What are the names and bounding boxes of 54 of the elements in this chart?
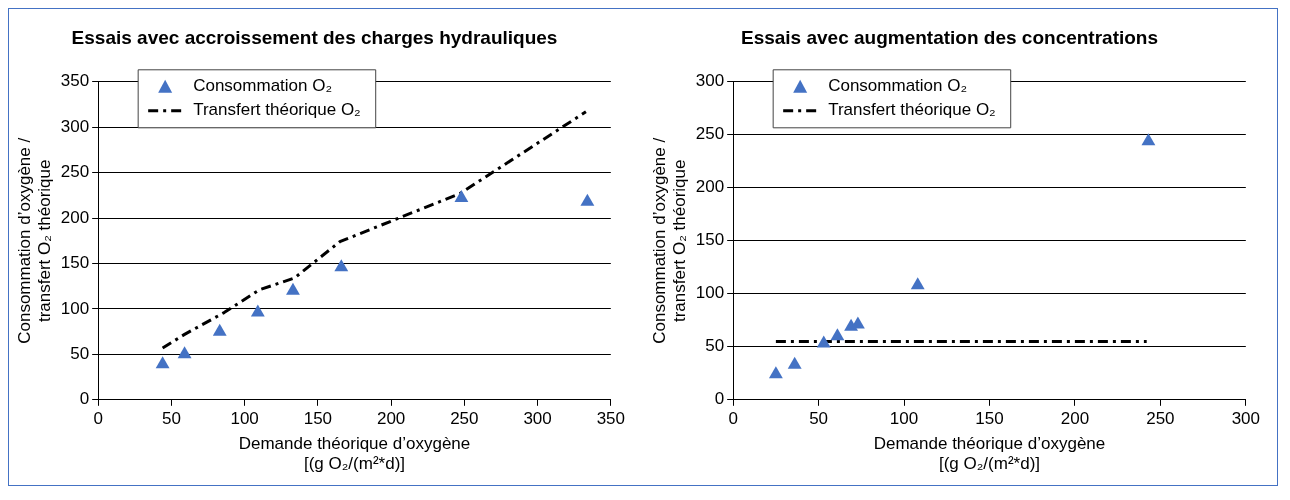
x-tick-label: 50 [161,408,181,428]
point [155,356,170,369]
x-tick-label: 50 [809,408,829,428]
y-tick-label: 0 [714,389,725,409]
point [768,366,783,379]
legend-label: Consommation O₂ [828,76,968,96]
y-tick-label: 250 [695,124,725,144]
point [250,304,265,317]
x-tick-label: 300 [1231,408,1261,428]
y-tick-label: 150 [60,253,90,273]
y-tick-label: 300 [695,71,725,91]
y-axis-title: Consommation d’oxygène / transfert O₂ théorique [649,137,690,344]
y-tick-label: 100 [60,298,90,318]
legend-label: Consommation O₂ [193,76,333,96]
point [910,277,925,290]
y-tick-label: 350 [60,71,90,91]
chart-title: Essais avec accroissement des charges hydrauliques [71,26,558,48]
y-tick-label: 200 [60,207,90,227]
x-tick-label: 100 [230,408,259,428]
x-tick-label: 200 [376,408,406,428]
x-tick-label: 100 [889,408,919,428]
y-tick-label: 50 [705,336,725,356]
x-tick-label: 200 [1060,408,1090,428]
x-tick-label: 350 [596,408,626,428]
point [212,323,227,336]
point [1141,133,1156,146]
x-tick-label: 250 [1146,408,1175,428]
x-tick-label: 0 [728,408,738,428]
x-axis-title: Demande théorique d’oxygène [(g O₂/(m²*d)] [873,434,1106,474]
x-tick-label: 0 [93,408,103,428]
legend-label: Transfert théorique O₂ [193,100,361,120]
point [580,193,595,206]
y-tick-label: 200 [695,177,725,197]
point [830,328,845,341]
x-tick-label: 150 [975,408,1004,428]
y-tick-label: 300 [60,116,90,136]
x-axis-title: Demande théorique d’oxygène [(g O₂/(m²*d)] [238,434,471,474]
y-axis-title: Consommation d’oxygène / transfert O₂ théorique [14,137,55,344]
point [177,346,192,359]
y-tick-label: 0 [79,389,90,409]
y-tick-label: 250 [60,162,90,182]
point [816,335,831,348]
point [787,356,802,369]
legend-label: Transfert théorique O₂ [828,100,996,120]
x-tick-label: 250 [450,408,479,428]
y-tick-label: 100 [695,283,725,303]
y-tick-label: 150 [695,230,725,250]
point [454,190,469,203]
chart-title: Essais avec augmentation des concentrations [740,26,1159,48]
x-tick-label: 150 [303,408,333,428]
y-tick-label: 50 [70,344,90,364]
point [286,282,300,295]
x-tick-label: 300 [523,408,552,428]
point [334,259,349,272]
